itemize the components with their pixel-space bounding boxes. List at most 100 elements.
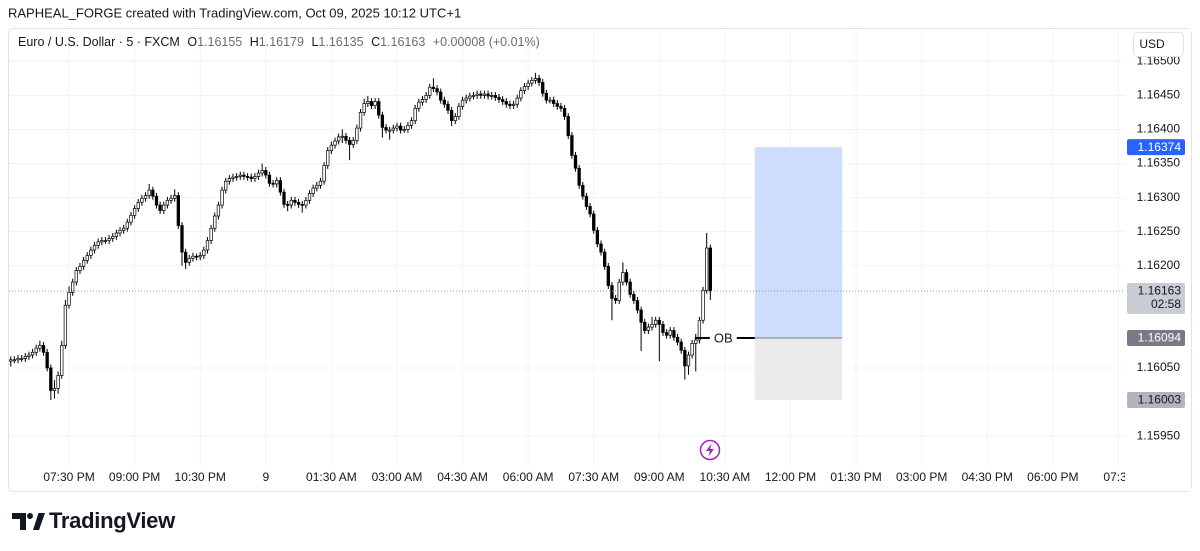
candle-body	[231, 176, 235, 179]
candle-body	[52, 388, 57, 391]
candle-body	[344, 135, 348, 141]
candle-body	[198, 255, 202, 258]
currency-button[interactable]	[1133, 32, 1184, 57]
candle-body	[468, 95, 472, 99]
position-tool[interactable]	[754, 147, 843, 400]
candle-body	[351, 140, 355, 145]
candle-body	[81, 259, 86, 267]
candle-body	[282, 191, 286, 205]
candle-body	[187, 257, 191, 263]
candle-body	[672, 330, 676, 338]
x-tick-label: 9	[262, 470, 269, 484]
y-tick-label: 1.16250	[1137, 224, 1181, 238]
candle-body	[169, 197, 173, 201]
ohlc-label: O	[187, 35, 197, 49]
candle-body	[446, 103, 450, 111]
candle-body	[358, 112, 363, 129]
candle-body	[519, 90, 523, 99]
candle-body	[471, 95, 476, 97]
overlays: OB	[9, 290, 1125, 345]
candle-body	[267, 174, 272, 184]
x-tick-label: 10:30 AM	[700, 470, 751, 484]
ohlc-label: L	[311, 35, 318, 49]
grid	[9, 29, 1125, 466]
brand: TradingView	[49, 508, 176, 533]
candle-body	[402, 129, 406, 131]
logo-dot	[27, 513, 33, 519]
candle-body	[377, 101, 381, 116]
candle-body	[613, 298, 618, 301]
x-tick-label: 09:00 PM	[109, 470, 160, 484]
candle-body	[71, 281, 75, 293]
candle-body	[136, 202, 140, 209]
candle-body	[552, 99, 556, 104]
candle-body	[304, 199, 308, 206]
candle-body	[337, 136, 341, 142]
candle-body	[679, 341, 683, 351]
candle-body	[584, 195, 589, 207]
candle-body	[398, 125, 403, 131]
candle-body	[125, 221, 129, 229]
candle-body	[132, 208, 137, 216]
candle-body	[592, 213, 596, 231]
candle-body	[278, 180, 283, 193]
candle-body	[355, 127, 359, 141]
candle-body	[162, 204, 166, 211]
stop-tag	[1127, 391, 1185, 408]
symbol: Euro / U.S. Dollar · 5 · FXCM	[18, 35, 180, 49]
candle-body	[205, 240, 210, 251]
currency[interactable]: USD	[1139, 37, 1165, 51]
event-icon[interactable]	[699, 439, 721, 461]
candle-body	[603, 251, 607, 267]
countdown: 02:58	[1151, 297, 1181, 311]
candle-body	[409, 120, 414, 126]
candle-body	[253, 176, 257, 179]
candle-body	[635, 300, 640, 311]
candle-body	[326, 150, 330, 166]
candle-body	[581, 184, 585, 197]
candle-body	[395, 125, 399, 129]
candle-body	[694, 339, 698, 344]
candle-body	[588, 206, 592, 215]
candle-body	[275, 180, 279, 185]
annotation: OB	[714, 330, 733, 345]
candle-body	[89, 249, 93, 256]
candle-body	[643, 321, 647, 331]
x-tick-label: 07:30 AM	[568, 470, 619, 484]
candle-body	[595, 229, 600, 245]
candle-body	[103, 240, 108, 242]
candle-body	[194, 255, 199, 258]
candle-body	[610, 285, 614, 299]
candle-body	[78, 266, 82, 271]
candle-body	[74, 270, 78, 283]
candle-body	[249, 176, 253, 179]
candle-body	[373, 101, 377, 106]
candle-body	[256, 172, 261, 177]
candle-body	[16, 358, 20, 361]
candle-body	[340, 135, 344, 138]
candle-body	[311, 187, 315, 194]
candle-body	[183, 251, 188, 263]
candle-body	[511, 103, 516, 106]
candle-body	[34, 347, 38, 353]
candle-body	[420, 99, 425, 103]
candle-body	[479, 93, 483, 96]
candle-body	[118, 229, 122, 234]
logo-mark	[12, 513, 26, 530]
candle-body	[56, 375, 60, 389]
ohlc-label: H	[250, 35, 259, 49]
y-tick-label: 1.16050	[1137, 360, 1181, 374]
candle-body	[63, 304, 68, 346]
x-tick-label: 03:00 PM	[896, 470, 947, 484]
candle-body	[668, 330, 672, 336]
candle-body	[242, 174, 246, 177]
candle-body	[457, 105, 461, 117]
candle-body	[388, 129, 392, 132]
candle-body	[493, 95, 498, 98]
candle-body	[683, 349, 687, 367]
candle-body	[570, 135, 574, 156]
candle-body	[413, 107, 417, 121]
candle-body	[245, 176, 250, 178]
candle-body	[191, 255, 195, 259]
candle-body	[27, 354, 31, 357]
